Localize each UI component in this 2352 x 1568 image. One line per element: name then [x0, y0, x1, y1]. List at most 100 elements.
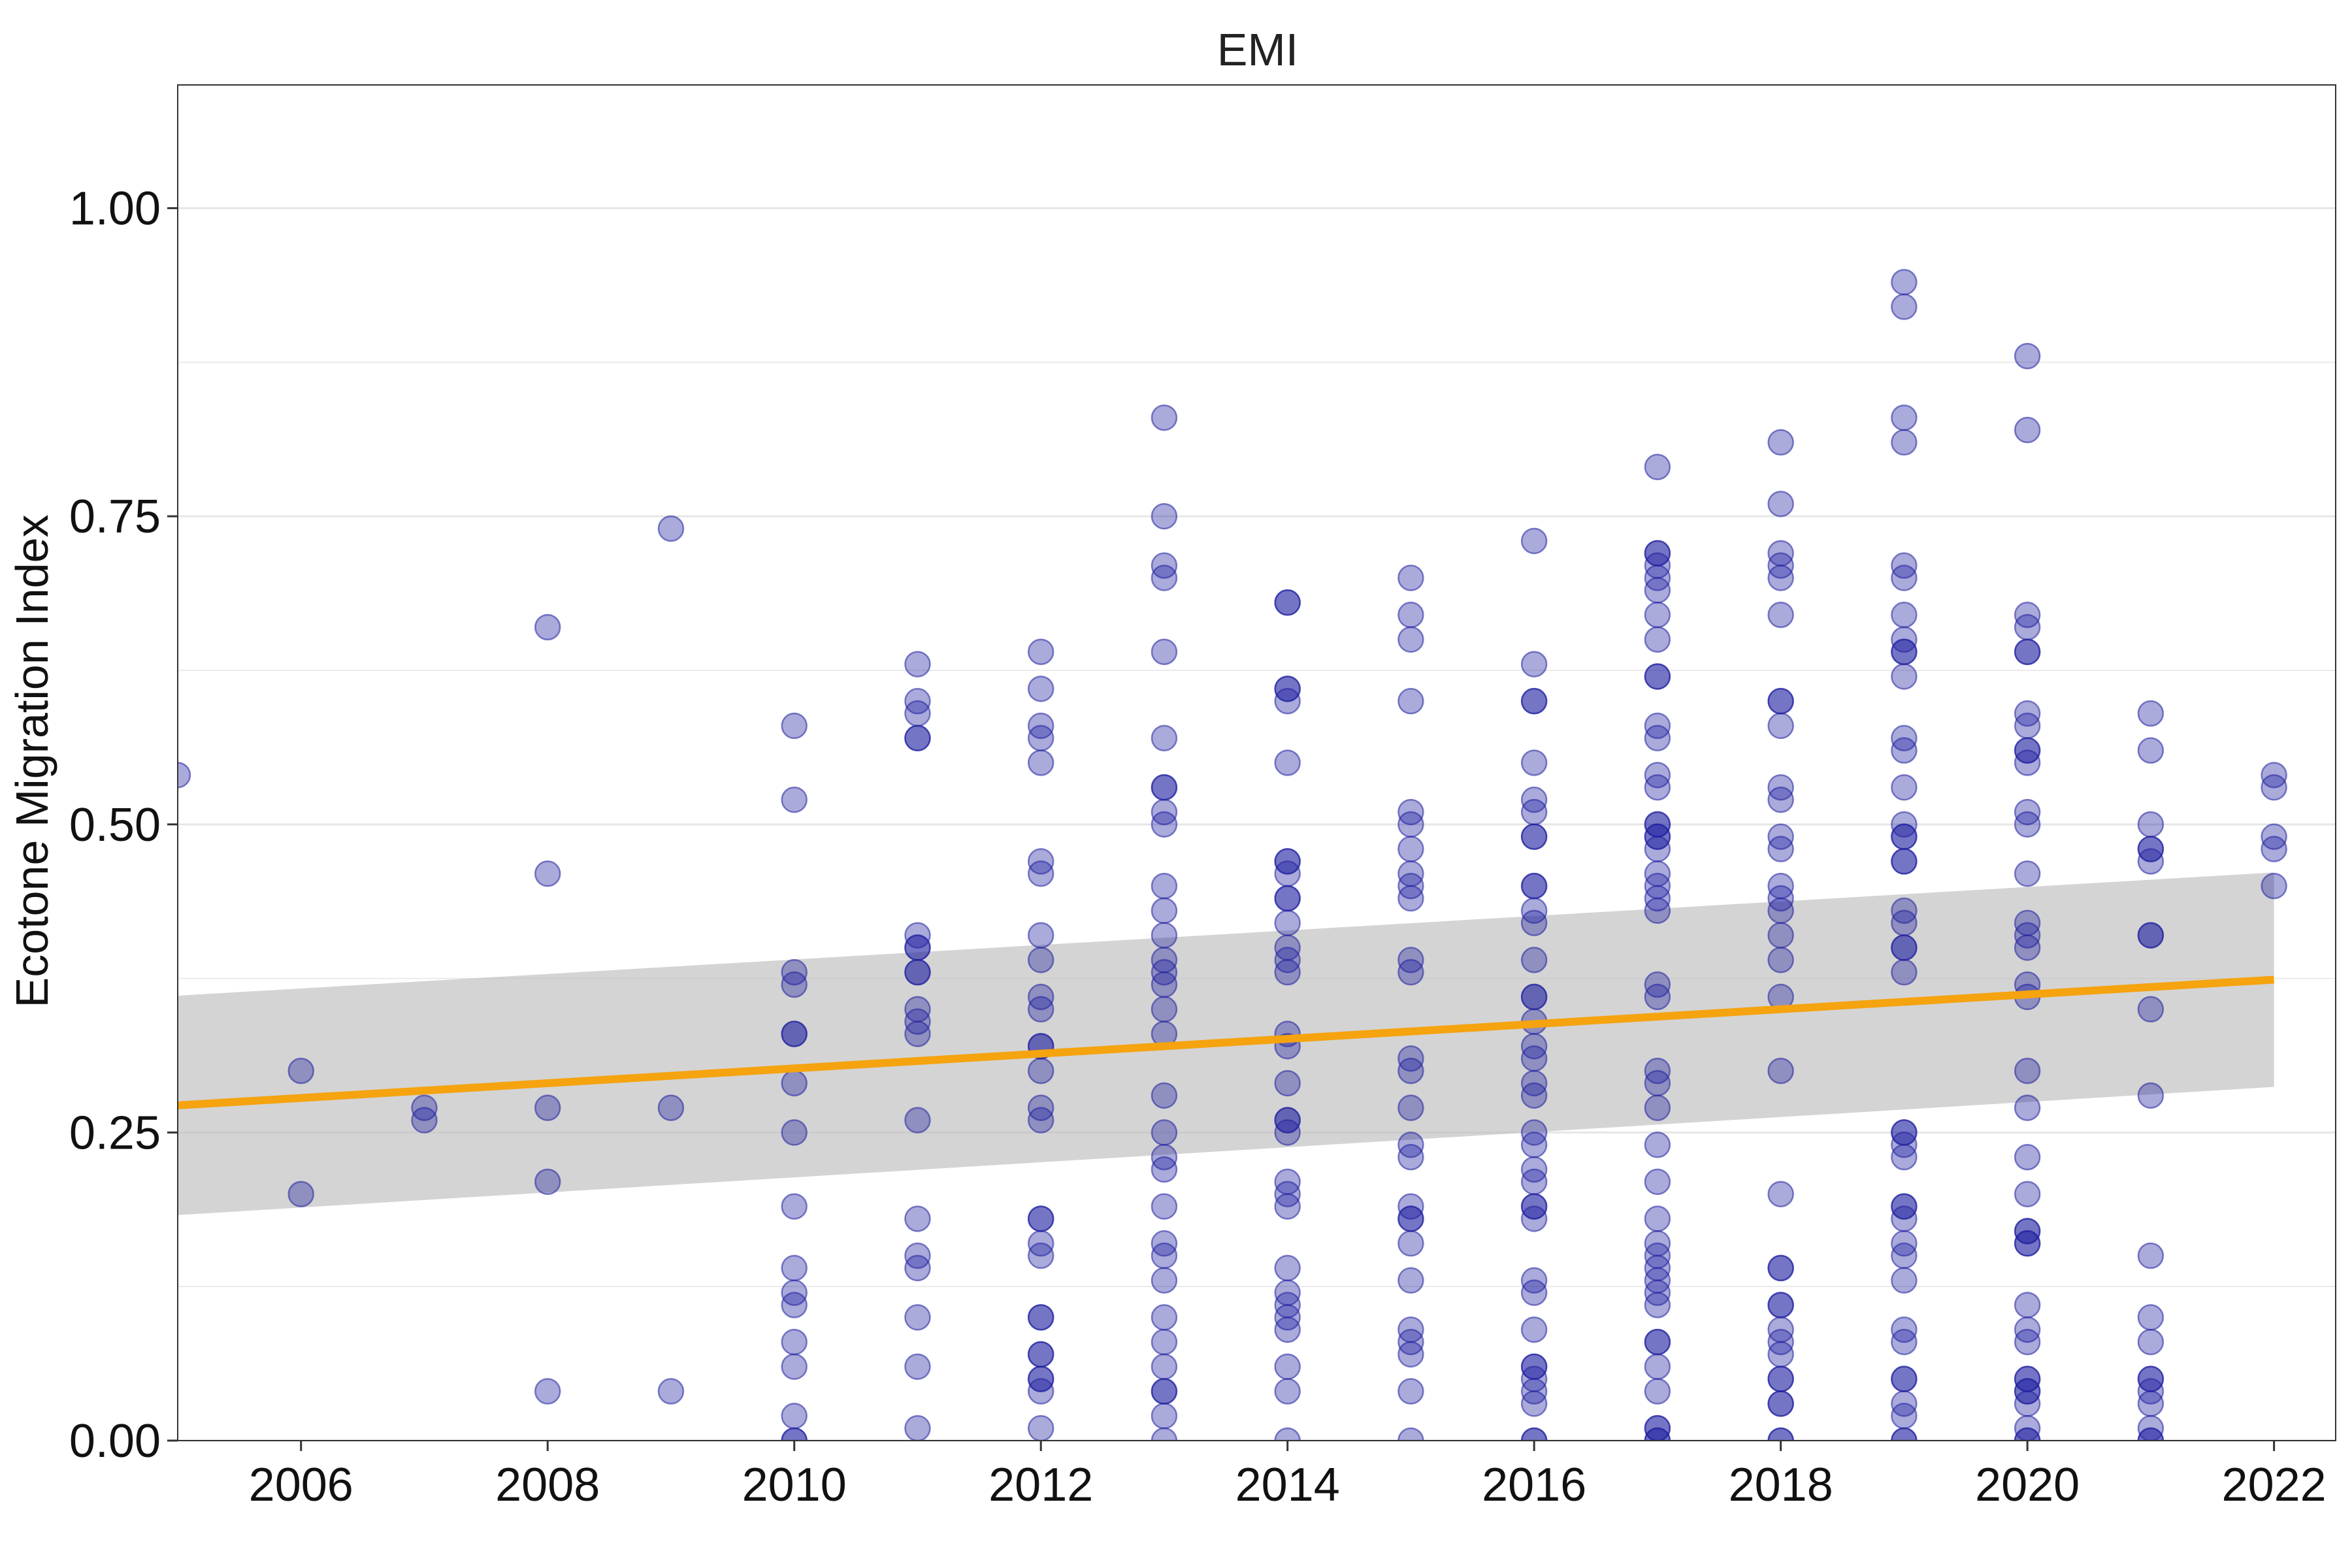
data-point	[2014, 934, 2041, 961]
data-point	[1027, 1341, 1054, 1368]
data-point	[2014, 1094, 2041, 1121]
data-point	[1397, 1057, 1424, 1085]
data-point	[1767, 1341, 1794, 1368]
data-point	[1027, 1107, 1054, 1134]
data-point	[534, 860, 561, 887]
data-point	[2014, 1292, 2041, 1318]
data-point	[2014, 613, 2041, 641]
data-point	[1397, 885, 1424, 912]
x-tick-label: 2014	[1235, 1459, 1340, 1511]
data-point	[2137, 922, 2164, 949]
data-point	[1027, 749, 1054, 776]
data-point	[1644, 774, 1671, 801]
data-point	[1274, 1427, 1301, 1441]
data-point	[2137, 1304, 2164, 1331]
data-point	[2014, 416, 2041, 444]
data-point	[1274, 885, 1301, 912]
data-point	[781, 712, 808, 740]
data-point	[904, 1414, 931, 1441]
data-point	[781, 1427, 808, 1441]
data-point	[1397, 811, 1424, 838]
data-point	[1027, 1414, 1054, 1441]
data-point	[1274, 909, 1301, 936]
data-point	[2014, 1328, 2041, 1356]
data-point	[1274, 749, 1301, 776]
gridlines	[178, 207, 2336, 1442]
data-point	[1891, 404, 1918, 431]
x-tick-label: 2006	[249, 1459, 353, 1511]
data-point	[287, 1057, 314, 1085]
data-point	[1644, 577, 1671, 604]
data-point	[1644, 983, 1671, 1011]
data-point	[1891, 663, 1918, 690]
data-point	[1151, 897, 1178, 924]
data-point	[1027, 676, 1054, 702]
data-point	[1520, 1132, 1548, 1158]
data-point	[2014, 860, 2041, 887]
data-point	[534, 1094, 561, 1121]
y-tick-label: 0.00	[69, 1415, 161, 1467]
data-point	[904, 934, 931, 961]
data-point	[904, 700, 931, 727]
data-point	[1891, 958, 1918, 986]
x-tick-label: 2008	[495, 1459, 600, 1511]
data-point	[534, 1378, 561, 1405]
data-point	[287, 1181, 314, 1207]
data-point	[1520, 527, 1548, 555]
data-point	[1151, 971, 1178, 998]
data-point	[2014, 1230, 2041, 1257]
data-point	[411, 1107, 438, 1134]
data-point	[1767, 897, 1794, 924]
data-point	[781, 971, 808, 998]
data-point	[1891, 737, 1918, 764]
x-tick-label: 2012	[988, 1459, 1093, 1511]
data-point	[1644, 601, 1671, 629]
data-point	[1151, 564, 1178, 591]
data-point	[1644, 1353, 1671, 1380]
data-point	[1397, 1143, 1424, 1171]
data-point	[1151, 1193, 1178, 1220]
y-tick-label: 0.50	[69, 799, 161, 851]
data-point	[1151, 872, 1178, 900]
x-tick-label: 2016	[1482, 1459, 1586, 1511]
data-point	[1274, 1378, 1301, 1405]
data-point	[2261, 774, 2287, 801]
data-point	[1891, 601, 1918, 629]
data-point	[1644, 836, 1671, 862]
trend-line	[178, 975, 2274, 1109]
y-tick-label: 0.25	[69, 1107, 161, 1159]
data-point	[1274, 958, 1301, 986]
data-point	[1891, 1427, 1918, 1441]
data-point	[2137, 848, 2164, 875]
data-point	[781, 1021, 808, 1047]
data-point	[1644, 897, 1671, 924]
y-tick-label: 0.75	[69, 491, 161, 543]
data-point	[1891, 848, 1918, 875]
data-point	[1520, 1427, 1548, 1441]
data-point	[1397, 1341, 1424, 1368]
data-point	[1027, 638, 1054, 665]
data-point	[1520, 749, 1548, 776]
data-point	[1274, 860, 1301, 887]
data-point	[2014, 749, 2041, 776]
data-point	[781, 1070, 808, 1097]
data-point	[1767, 601, 1794, 629]
data-point	[1397, 626, 1424, 653]
data-point	[1151, 1156, 1178, 1183]
data-point	[1644, 1168, 1671, 1196]
data-point	[1397, 1378, 1424, 1405]
data-point	[1644, 1132, 1671, 1158]
data-point	[1767, 1181, 1794, 1207]
data-point	[1027, 996, 1054, 1023]
data-point	[1520, 1168, 1548, 1196]
data-point	[1891, 909, 1918, 936]
data-point	[1151, 811, 1178, 838]
data-point	[1151, 1304, 1178, 1331]
data-point	[1274, 687, 1301, 715]
data-point	[1767, 564, 1794, 591]
data-point	[1151, 1119, 1178, 1146]
data-point	[2261, 836, 2287, 862]
data-point	[781, 1254, 808, 1282]
data-point	[1891, 638, 1918, 665]
data-point	[1520, 872, 1548, 900]
